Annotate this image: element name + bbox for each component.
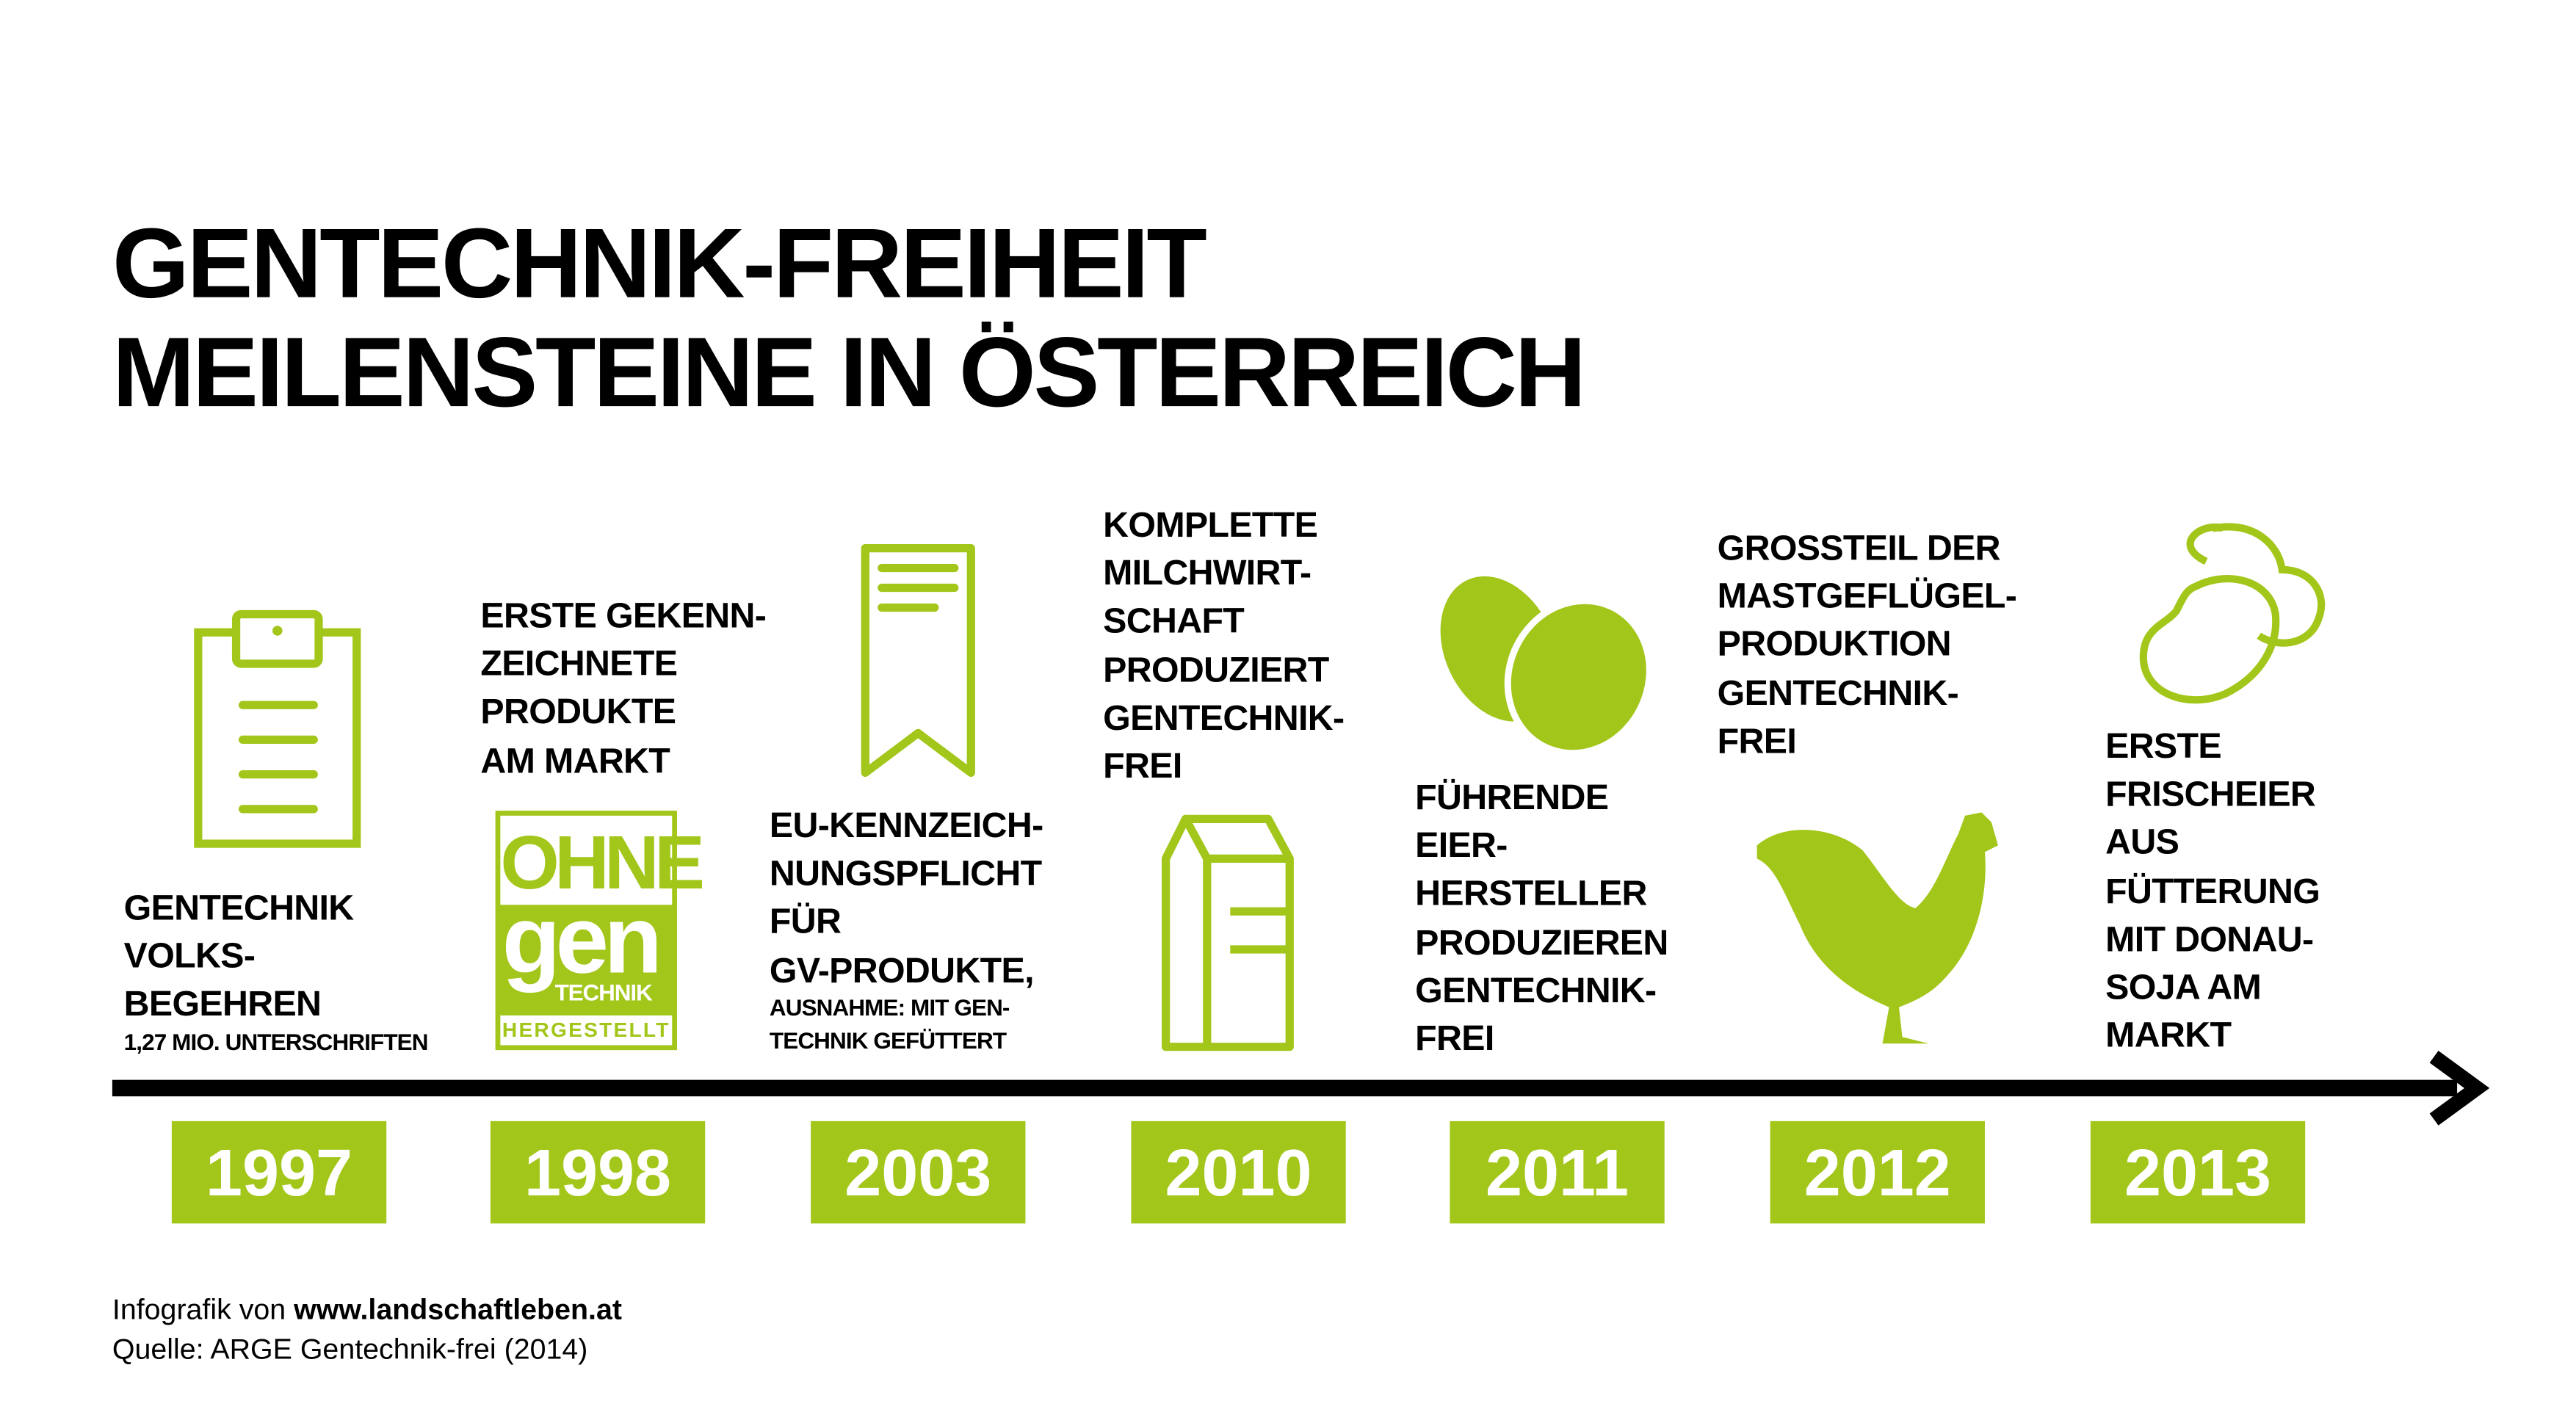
text-line: FREI [1717, 721, 1797, 761]
text-line: FÜTTERUNG [2105, 871, 2320, 911]
note-line: AUSNAHME: MIT GEN- [769, 993, 1010, 1021]
ohne-gentechnik-logo: OHNE gen TECHNIK HERGESTELLT [495, 811, 705, 1051]
year-badge-2011: 2011 [1450, 1120, 1665, 1224]
milestone-2003-note: AUSNAHME: MIT GEN- TECHNIK GEFÜTTERT [770, 991, 1010, 1057]
milestone-2003-text: EU-KENNZEICH- NUNGSPFLICHT FÜR GV-PRODUK… [770, 803, 1043, 996]
text-line: MILCHWIRT- [1103, 553, 1311, 593]
text-line: PRODUZIERT [1103, 650, 1329, 690]
text-line: FÜR [769, 902, 842, 942]
text-line: FREI [1415, 1018, 1494, 1059]
milestone-2011-text: FÜHRENDE EIER- HERSTELLER PRODUZIEREN GE… [1415, 775, 1668, 1064]
clipboard-icon [194, 609, 361, 848]
text-line: NUNGSPFLICHT [769, 854, 1042, 894]
text-line: GENTECHNIK- [1717, 673, 1959, 713]
year-badge-2012: 2012 [1770, 1120, 1985, 1224]
text-line: PRODUZIEREN [1415, 922, 1668, 963]
logo-technik: TECHNIK [554, 979, 653, 1006]
text-line: AM MARKT [480, 740, 670, 781]
logo-gen: gen [502, 886, 662, 994]
text-line: GV-PRODUKTE, [769, 950, 1035, 991]
text-line: GENTECHNIK [123, 888, 355, 928]
milestone-1997-note: 1,27 MIO. UNTERSCHRIFTEN [123, 1028, 429, 1055]
milk-carton-icon [1161, 814, 1294, 1051]
text-line: VOLKS- [123, 936, 256, 977]
chicken-icon [1756, 812, 1998, 1044]
text-line: FREI [1103, 746, 1182, 786]
credit-site-link[interactable]: www.landschaftleben.at [294, 1292, 622, 1326]
year-badge-1998: 1998 [490, 1120, 706, 1224]
text-line: HERSTELLER [1415, 874, 1647, 914]
eggs-icon [1440, 576, 1653, 757]
milestone-2012-text: GROSSTEIL DER MASTGEFLÜGEL- PRODUKTION G… [1718, 525, 2017, 766]
logo-ohne: OHNE [500, 815, 705, 905]
text-line: SCHAFT [1103, 601, 1245, 642]
year-badge-1997: 1997 [171, 1120, 387, 1224]
milestone-2010-text: KOMPLETTE MILCHWIRT- SCHAFT PRODUZIERT G… [1103, 502, 1345, 792]
text-line: BEGEHREN [123, 985, 322, 1025]
text-line: MIT DONAU- [2105, 919, 2314, 960]
text-line: ERSTE GEKENN- [480, 595, 767, 636]
year-badge-2010: 2010 [1131, 1120, 1346, 1224]
credit-prefix: Infografik von [112, 1292, 286, 1326]
text-line: EU-KENNZEICH- [769, 805, 1043, 846]
milestone-1997-text: GENTECHNIK VOLKS- BEGEHREN [123, 885, 355, 1029]
title-line-1: GENTECHNIK-FREIHEIT [112, 208, 1207, 319]
text-line: SOJA AM [2105, 967, 2262, 1007]
text-line: KOMPLETTE [1103, 505, 1318, 546]
footer-source: Quelle: ARGE Gentechnik-frei (2014) [112, 1332, 588, 1366]
text-line: ZEICHNETE [480, 644, 678, 684]
milestone-2013-text: ERSTE FRISCHEIER AUS FÜTTERUNG MIT DONAU… [2105, 723, 2320, 1061]
title-line-2: MEILENSTEINE IN ÖSTERREICH [112, 316, 1586, 428]
timeline-arrow [112, 1051, 2490, 1126]
text-line: FRISCHEIER [2105, 775, 2316, 815]
year-badge-2003: 2003 [811, 1120, 1026, 1224]
soybeans-icon [2139, 523, 2326, 704]
text-line: FÜHRENDE [1415, 778, 1609, 818]
year-badge-2013: 2013 [2090, 1120, 2306, 1224]
text-line: GENTECHNIK- [1103, 698, 1345, 738]
milestone-1998-text: ERSTE GEKENN- ZEICHNETE PRODUKTE AM MARK… [480, 593, 766, 786]
text-line: GROSSTEIL DER [1717, 528, 2001, 568]
text-line: AUS [2105, 822, 2179, 863]
text-line: ERSTE [2105, 726, 2222, 767]
text-line: MARKT [2105, 1015, 2232, 1056]
logo-hergestellt: HERGESTELLT [500, 1015, 673, 1046]
text-line: EIER- [1415, 825, 1508, 866]
text-line: PRODUKTION [1717, 624, 1952, 665]
note-line: TECHNIK GEFÜTTERT [769, 1026, 1007, 1054]
text-line: GENTECHNIK- [1415, 970, 1657, 1010]
text-line: MASTGEFLÜGEL- [1717, 576, 2017, 617]
footer-credit: Infografik von www.landschaftleben.at [112, 1289, 622, 1329]
bookmark-icon [861, 543, 975, 778]
text-line: PRODUKTE [480, 692, 676, 733]
